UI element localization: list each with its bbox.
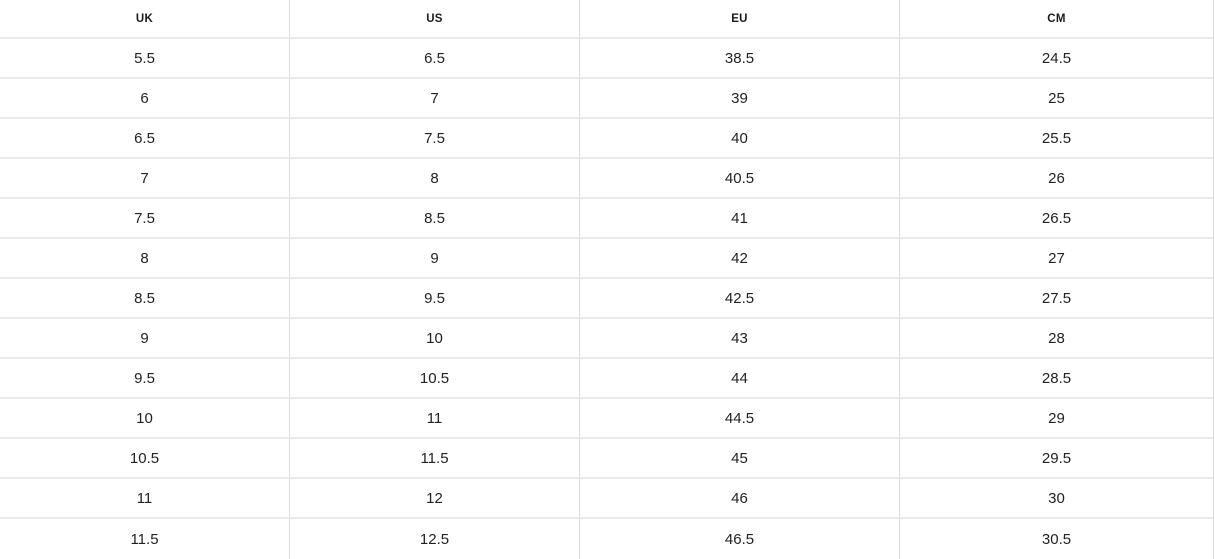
table-cell: 9.5 (0, 359, 290, 399)
column-header-us: US (290, 0, 580, 39)
table-cell: 41 (580, 199, 900, 239)
table-cell: 10 (290, 319, 580, 359)
table-cell: 28 (900, 319, 1214, 359)
table-cell: 8 (290, 159, 580, 199)
table-cell: 9 (0, 319, 290, 359)
table-row: 10 11 44.5 29 (0, 399, 1214, 439)
table-row: 6 7 39 25 (0, 79, 1214, 119)
table-cell: 7.5 (0, 199, 290, 239)
table-row: 10.5 11.5 45 29.5 (0, 439, 1214, 479)
table-cell: 29.5 (900, 439, 1214, 479)
table-cell: 25 (900, 79, 1214, 119)
table-cell: 5.5 (0, 39, 290, 79)
table-cell: 7.5 (290, 119, 580, 159)
table-cell: 27 (900, 239, 1214, 279)
table-cell: 30 (900, 479, 1214, 519)
table-cell: 10.5 (290, 359, 580, 399)
table-cell: 9.5 (290, 279, 580, 319)
table-cell: 45 (580, 439, 900, 479)
table-cell: 43 (580, 319, 900, 359)
table-cell: 9 (290, 239, 580, 279)
table-cell: 12.5 (290, 519, 580, 559)
table-cell: 10.5 (0, 439, 290, 479)
table-cell: 28.5 (900, 359, 1214, 399)
table-row: 9 10 43 28 (0, 319, 1214, 359)
table-cell: 7 (290, 79, 580, 119)
table-cell: 11.5 (290, 439, 580, 479)
table-cell: 29 (900, 399, 1214, 439)
table-row: 8.5 9.5 42.5 27.5 (0, 279, 1214, 319)
table-cell: 6.5 (0, 119, 290, 159)
table-row: 7 8 40.5 26 (0, 159, 1214, 199)
table-cell: 11 (0, 479, 290, 519)
table-header: UK US EU CM (0, 0, 1214, 39)
table-cell: 26 (900, 159, 1214, 199)
column-header-eu: EU (580, 0, 900, 39)
table-cell: 46 (580, 479, 900, 519)
column-header-uk: UK (0, 0, 290, 39)
table-row: 5.5 6.5 38.5 24.5 (0, 39, 1214, 79)
table-row: 7.5 8.5 41 26.5 (0, 199, 1214, 239)
table-cell: 7 (0, 159, 290, 199)
table-cell: 42 (580, 239, 900, 279)
table-cell: 30.5 (900, 519, 1214, 559)
table-cell: 40 (580, 119, 900, 159)
table-cell: 6 (0, 79, 290, 119)
table-cell: 10 (0, 399, 290, 439)
table-cell: 8.5 (290, 199, 580, 239)
header-row: UK US EU CM (0, 0, 1214, 39)
table-cell: 42.5 (580, 279, 900, 319)
table-row: 9.5 10.5 44 28.5 (0, 359, 1214, 399)
table-row: 6.5 7.5 40 25.5 (0, 119, 1214, 159)
table-cell: 26.5 (900, 199, 1214, 239)
table-cell: 25.5 (900, 119, 1214, 159)
table-body: 5.5 6.5 38.5 24.5 6 7 39 25 6.5 7.5 40 25.5 7 8 40.5 26… (0, 39, 1214, 559)
table-cell: 6.5 (290, 39, 580, 79)
table-cell: 24.5 (900, 39, 1214, 79)
table-row: 11.5 12.5 46.5 30.5 (0, 519, 1214, 559)
table-cell: 39 (580, 79, 900, 119)
table-cell: 11.5 (0, 519, 290, 559)
table-cell: 8.5 (0, 279, 290, 319)
table-cell: 38.5 (580, 39, 900, 79)
table-cell: 8 (0, 239, 290, 279)
table-cell: 11 (290, 399, 580, 439)
table-cell: 40.5 (580, 159, 900, 199)
table-cell: 46.5 (580, 519, 900, 559)
table-cell: 12 (290, 479, 580, 519)
table-row: 8 9 42 27 (0, 239, 1214, 279)
column-header-cm: CM (900, 0, 1214, 39)
table-row: 11 12 46 30 (0, 479, 1214, 519)
table-cell: 27.5 (900, 279, 1214, 319)
table-cell: 44 (580, 359, 900, 399)
table-cell: 44.5 (580, 399, 900, 439)
